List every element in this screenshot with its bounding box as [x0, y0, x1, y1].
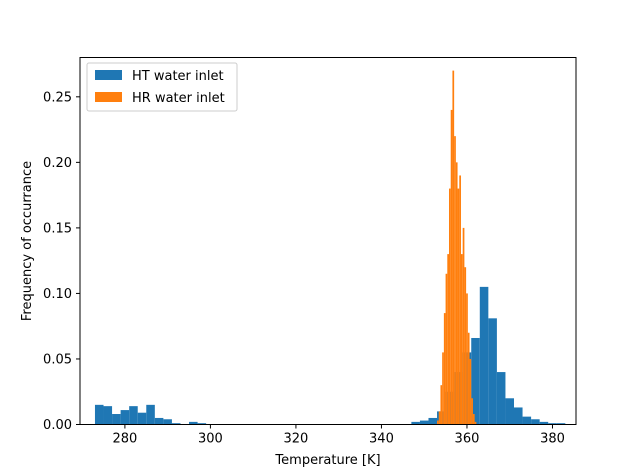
bar-ht-water-inlet	[171, 423, 181, 425]
legend-swatch-hr-water-inlet	[95, 92, 122, 102]
bar-ht-water-inlet	[531, 419, 540, 425]
plot-area	[94, 70, 566, 425]
bar-ht-water-inlet	[120, 410, 130, 425]
x-axis: 280 300 320 340 360 380	[112, 424, 565, 447]
bar-ht-water-inlet	[539, 421, 549, 425]
bar-hr-water-inlet	[454, 136, 456, 425]
bar-ht-water-inlet	[112, 414, 121, 425]
bar-ht-water-inlet	[505, 398, 514, 425]
bar-ht-water-inlet	[137, 412, 147, 425]
bar-ht-water-inlet	[163, 419, 172, 425]
x-tick-label: 280	[112, 432, 137, 447]
bar-hr-water-inlet	[455, 162, 458, 425]
bar-ht-water-inlet	[522, 416, 532, 425]
legend-swatch-ht-water-inlet	[95, 70, 122, 80]
y-axis-label: Frequency of occurrance	[20, 161, 35, 321]
bar-ht-water-inlet	[428, 417, 438, 425]
axes-frame	[79, 57, 577, 425]
legend-label-hr-water-inlet: HR water inlet	[132, 91, 225, 106]
legend-label-ht-water-inlet: HT water inlet	[132, 69, 224, 84]
bar-hr-water-inlet	[437, 420, 439, 425]
bar-ht-water-inlet	[556, 423, 566, 425]
bar-hr-water-inlet	[438, 411, 441, 425]
bar-hr-water-inlet	[445, 273, 448, 425]
bar-ht-water-inlet	[471, 337, 480, 425]
bar-ht-water-inlet	[146, 404, 155, 425]
bar-ht-water-inlet	[103, 406, 113, 425]
bar-ht-water-inlet	[488, 318, 497, 425]
bar-hr-water-inlet	[464, 267, 467, 425]
bar-ht-water-inlet	[514, 407, 523, 425]
x-tick-label: 340	[369, 432, 394, 447]
bar-hr-water-inlet	[472, 414, 475, 425]
bar-hr-water-inlet	[471, 398, 473, 425]
bar-ht-water-inlet	[419, 420, 429, 425]
bar-hr-water-inlet	[474, 421, 477, 425]
x-tick-label: 360	[455, 432, 480, 447]
x-tick-label: 320	[284, 432, 309, 447]
y-tick-label: 0.10	[43, 287, 72, 302]
bar-hr-water-inlet	[457, 188, 460, 425]
y-tick-label: 0.15	[43, 221, 72, 236]
bar-ht-water-inlet	[189, 421, 198, 425]
bar-hr-water-inlet	[443, 313, 446, 425]
bar-hr-water-inlet	[462, 227, 465, 425]
bar-ht-water-inlet	[94, 404, 104, 425]
x-tick-label: 380	[540, 432, 565, 447]
bar-hr-water-inlet	[467, 332, 470, 425]
x-tick-label: 300	[198, 432, 223, 447]
bar-hr-water-inlet	[466, 293, 468, 425]
legend: HT water inlet HR water inlet	[86, 62, 238, 112]
bar-hr-water-inlet	[469, 358, 472, 425]
series-hr-water-inlet	[437, 70, 477, 425]
bar-ht-water-inlet	[548, 423, 557, 425]
bar-hr-water-inlet	[452, 70, 455, 425]
bar-ht-water-inlet	[479, 286, 489, 425]
x-axis-label: Temperature [K]	[274, 453, 380, 468]
y-tick-label: 0.25	[43, 90, 72, 105]
bar-ht-water-inlet	[197, 423, 207, 425]
bar-hr-water-inlet	[450, 109, 453, 425]
bar-hr-water-inlet	[449, 188, 451, 425]
bar-ht-water-inlet	[129, 406, 138, 425]
y-tick-label: 0.00	[43, 418, 72, 433]
y-tick-label: 0.20	[43, 156, 72, 171]
y-axis: 0.00 0.05 0.10 0.15 0.20 0.25	[43, 90, 80, 433]
bar-ht-water-inlet	[154, 417, 164, 425]
bar-ht-water-inlet	[496, 372, 506, 425]
bar-ht-water-inlet	[411, 421, 420, 425]
bar-hr-water-inlet	[460, 254, 463, 425]
bar-hr-water-inlet	[442, 352, 444, 425]
bar-hr-water-inlet	[440, 385, 443, 425]
bar-hr-water-inlet	[459, 175, 461, 425]
y-tick-label: 0.05	[43, 352, 72, 367]
legend-box	[86, 62, 238, 112]
bar-hr-water-inlet	[447, 254, 450, 425]
